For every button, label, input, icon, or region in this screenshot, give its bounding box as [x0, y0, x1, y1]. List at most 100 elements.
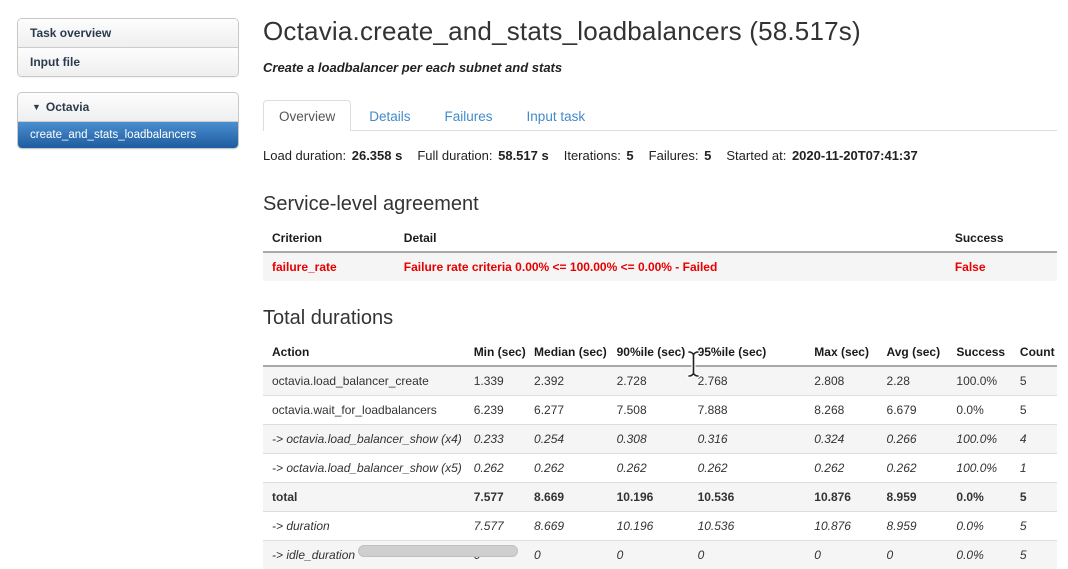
value-cell-max-sec: 10.876 [805, 512, 877, 541]
value-cell-avg-sec: 0.262 [878, 454, 948, 483]
value-cell-95-ile-sec: 10.536 [689, 483, 806, 512]
value-cell-min-sec: 7.577 [465, 483, 525, 512]
sidebar-nav-main: Task overview Input file [17, 18, 239, 77]
value-cell-median-sec: 0.254 [525, 425, 608, 454]
value-cell-95-ile-sec: 0.262 [689, 454, 806, 483]
report-main: Octavia.create_and_stats_loadbalancers (… [263, 0, 1057, 569]
action-cell: octavia.load_balancer_create [263, 366, 465, 396]
tab-failures[interactable]: Failures [429, 100, 509, 131]
value-cell-min-sec: 1.339 [465, 366, 525, 396]
column-header-avg-sec: Avg (sec) [878, 339, 948, 366]
value-cell-max-sec: 0.262 [805, 454, 877, 483]
value-cell-median-sec: 2.392 [525, 366, 608, 396]
tab-overview[interactable]: Overview [263, 100, 351, 131]
action-cell: total [263, 483, 465, 512]
value-cell-max-sec: 2.808 [805, 366, 877, 396]
column-header-90-ile-sec: 90%ile (sec) [608, 339, 689, 366]
value-cell-95-ile-sec: 7.888 [689, 396, 806, 425]
value-cell-95-ile-sec: 2.768 [689, 366, 806, 396]
column-header-95-ile-sec: 95%ile (sec) [689, 339, 806, 366]
value-cell-count: 5 [1011, 366, 1057, 396]
sidebar-item-task-overview[interactable]: Task overview [18, 19, 238, 48]
value-cell-95-ile-sec: 10.536 [689, 512, 806, 541]
value-cell-median-sec: 8.669 [525, 483, 608, 512]
value-cell-90-ile-sec: 0.308 [608, 425, 689, 454]
value-cell-success: 100.0% [947, 454, 1011, 483]
value-cell-95-ile-sec: 0.316 [689, 425, 806, 454]
column-header-detail: Detail [395, 225, 946, 252]
value-cell-count: 5 [1011, 541, 1057, 569]
sla-success-cell: False [946, 252, 1057, 281]
sidebar-group-octavia[interactable]: ▼ Octavia [18, 93, 238, 122]
action-cell: -> octavia.load_balancer_show (x5) [263, 454, 465, 483]
value-cell-avg-sec: 0 [878, 541, 948, 569]
value-cell-avg-sec: 8.959 [878, 483, 948, 512]
value-cell-90-ile-sec: 10.196 [608, 483, 689, 512]
value-cell-median-sec: 6.277 [525, 396, 608, 425]
stat-full-duration: Full duration: 58.517 s [417, 148, 548, 163]
column-header-count: Count [1011, 339, 1057, 366]
page-title: Octavia.create_and_stats_loadbalancers (… [263, 16, 1057, 47]
column-header-criterion: Criterion [263, 225, 395, 252]
sidebar-nav-octavia: ▼ Octavia create_and_stats_loadbalancers [17, 92, 239, 149]
column-header-success: Success [947, 339, 1011, 366]
value-cell-90-ile-sec: 2.728 [608, 366, 689, 396]
scenario-description: Create a loadbalancer per each subnet an… [263, 60, 1057, 75]
value-cell-max-sec: 0.324 [805, 425, 877, 454]
sidebar-item-create-and-stats-loadbalancers[interactable]: create_and_stats_loadbalancers [18, 122, 238, 148]
sla-criterion-cell: failure_rate [263, 252, 395, 281]
value-cell-success: 0.0% [947, 396, 1011, 425]
value-cell-count: 5 [1011, 483, 1057, 512]
value-cell-count: 5 [1011, 512, 1057, 541]
column-header-min-sec: Min (sec) [465, 339, 525, 366]
value-cell-median-sec: 0.262 [525, 454, 608, 483]
value-cell-success: 0.0% [947, 512, 1011, 541]
value-cell-count: 1 [1011, 454, 1057, 483]
value-cell-max-sec: 8.268 [805, 396, 877, 425]
value-cell-90-ile-sec: 0 [608, 541, 689, 569]
action-cell: -> duration [263, 512, 465, 541]
sla-detail-cell: Failure rate criteria 0.00% <= 100.00% <… [395, 252, 946, 281]
value-cell-max-sec: 10.876 [805, 483, 877, 512]
value-cell-count: 4 [1011, 425, 1057, 454]
tab-input-task[interactable]: Input task [511, 100, 602, 131]
sla-heading: Service-level agreement [263, 193, 1057, 216]
tab-details[interactable]: Details [353, 100, 426, 131]
action-cell: octavia.wait_for_loadbalancers [263, 396, 465, 425]
horizontal-scrollbar-thumb[interactable] [358, 545, 518, 557]
value-cell-avg-sec: 8.959 [878, 512, 948, 541]
collapse-triangle-icon: ▼ [32, 102, 41, 112]
durations-heading: Total durations [263, 307, 1057, 330]
stat-iterations: Iterations: 5 [564, 148, 634, 163]
value-cell-min-sec: 0.233 [465, 425, 525, 454]
stat-started-at: Started at: 2020-11-20T07:41:37 [726, 148, 917, 163]
value-cell-success: 100.0% [947, 425, 1011, 454]
sidebar-item-input-file[interactable]: Input file [18, 48, 238, 76]
value-cell-avg-sec: 2.28 [878, 366, 948, 396]
value-cell-count: 5 [1011, 396, 1057, 425]
value-cell-90-ile-sec: 0.262 [608, 454, 689, 483]
value-cell-min-sec: 7.577 [465, 512, 525, 541]
value-cell-success: 0.0% [947, 483, 1011, 512]
value-cell-90-ile-sec: 7.508 [608, 396, 689, 425]
stat-load-duration: Load duration: 26.358 s [263, 148, 402, 163]
stat-failures: Failures: 5 [649, 148, 712, 163]
sidebar-group-label: Octavia [46, 100, 89, 114]
value-cell-min-sec: 0.262 [465, 454, 525, 483]
column-header-median-sec: Median (sec) [525, 339, 608, 366]
value-cell-90-ile-sec: 10.196 [608, 512, 689, 541]
